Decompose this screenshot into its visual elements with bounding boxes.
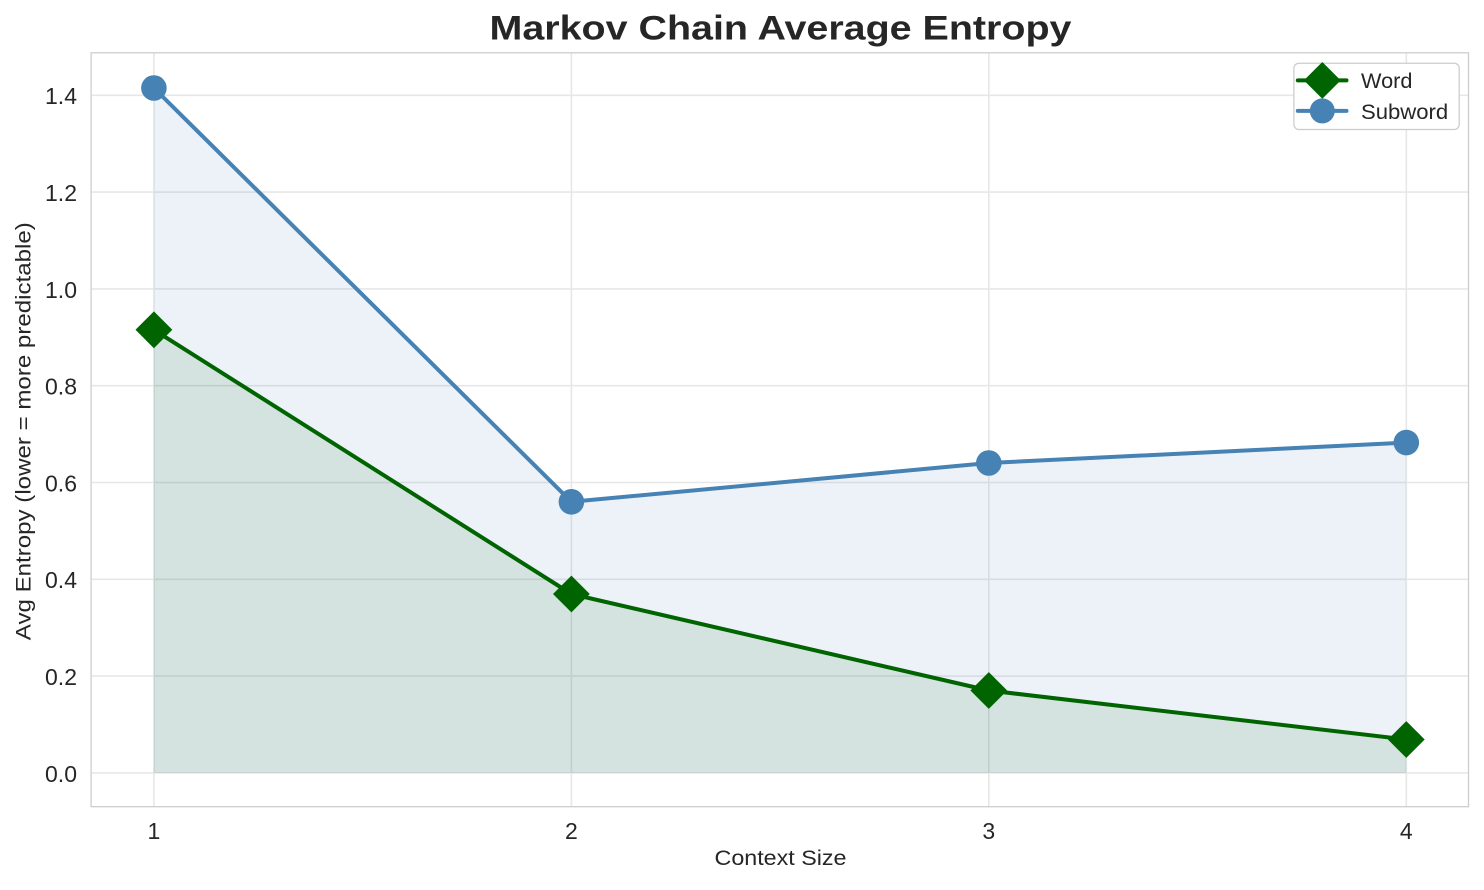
svg-text:0.6: 0.6 bbox=[45, 470, 77, 496]
svg-text:Avg Entropy (lower = more pred: Avg Entropy (lower = more predictable) bbox=[12, 222, 36, 640]
svg-text:4: 4 bbox=[1400, 818, 1413, 844]
svg-text:0.0: 0.0 bbox=[45, 761, 77, 787]
svg-text:1.4: 1.4 bbox=[45, 83, 77, 109]
svg-text:1.0: 1.0 bbox=[45, 277, 77, 303]
svg-text:0.4: 0.4 bbox=[45, 567, 77, 593]
svg-text:Context Size: Context Size bbox=[715, 846, 847, 870]
svg-text:0.8: 0.8 bbox=[45, 374, 77, 400]
svg-text:Markov Chain Average Entropy: Markov Chain Average Entropy bbox=[490, 10, 1073, 48]
svg-text:1: 1 bbox=[148, 818, 161, 844]
svg-text:0.2: 0.2 bbox=[45, 664, 77, 690]
svg-text:Subword: Subword bbox=[1361, 101, 1448, 124]
svg-text:2: 2 bbox=[565, 818, 578, 844]
svg-text:1.2: 1.2 bbox=[45, 180, 77, 206]
svg-text:3: 3 bbox=[982, 818, 995, 844]
svg-text:Word: Word bbox=[1361, 70, 1412, 93]
